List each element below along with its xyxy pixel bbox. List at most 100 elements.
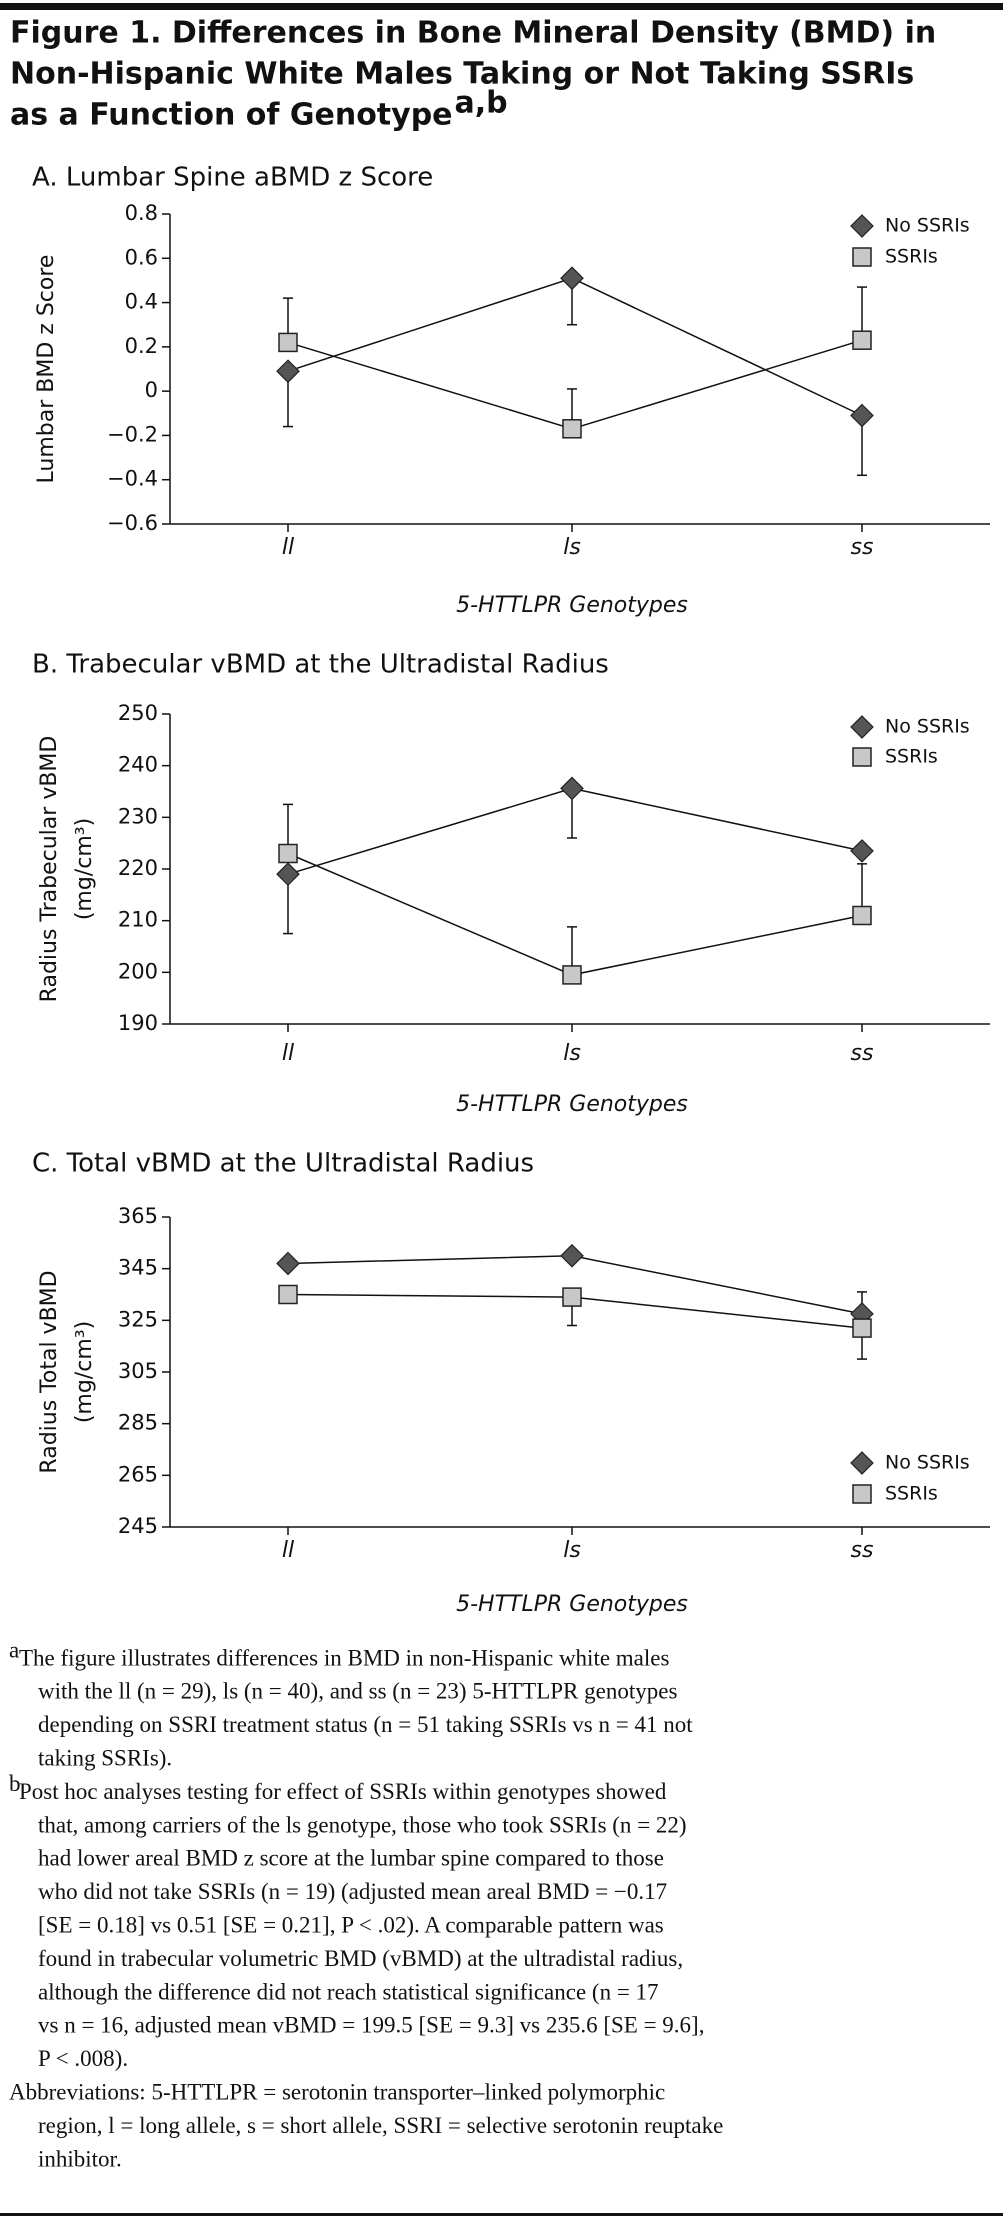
diamond-marker bbox=[560, 1243, 584, 1268]
y-tick-label: −0.4 bbox=[107, 467, 158, 491]
footnote-line: Abbreviations: 5-HTTLPR = serotonin tran… bbox=[9, 2079, 665, 2104]
footnote-line: taking SSRIs). bbox=[38, 1745, 172, 1770]
legend-label: No SSRIs bbox=[885, 716, 970, 738]
diamond-marker bbox=[850, 403, 874, 428]
y-tick-label: −0.6 bbox=[107, 511, 158, 535]
top-rule bbox=[0, 3, 1003, 10]
square-marker bbox=[852, 747, 872, 767]
square-marker bbox=[562, 419, 582, 439]
footnote-line: although the difference did not reach st… bbox=[38, 1979, 659, 2004]
square-marker bbox=[562, 965, 582, 985]
series-line bbox=[287, 852, 863, 976]
square-marker bbox=[852, 330, 872, 350]
x-tick-label: ll bbox=[282, 535, 294, 560]
square-marker bbox=[852, 247, 872, 267]
y-tick-label: 285 bbox=[118, 1411, 158, 1435]
legend-label: No SSRIs bbox=[885, 1452, 970, 1474]
y-tick-label: 240 bbox=[118, 753, 158, 777]
y-tick-label: 250 bbox=[118, 701, 158, 725]
diamond-marker bbox=[850, 1451, 874, 1475]
y-tick-label: 190 bbox=[118, 1011, 158, 1035]
diamond-marker bbox=[276, 1251, 300, 1276]
y-tick-label: −0.2 bbox=[107, 422, 158, 446]
footnote-line: P < .008). bbox=[38, 2046, 128, 2071]
diamond-marker bbox=[850, 839, 874, 863]
x-axis-label: 5-HTTLPR Genotypes bbox=[456, 1592, 688, 1617]
footnote-line: with the ll (n = 29), ls (n = 40), and s… bbox=[38, 1679, 677, 1704]
y-tick-label: 0 bbox=[145, 378, 158, 402]
footnote-line: inhibitor. bbox=[38, 2146, 122, 2171]
legend-label: SSRIs bbox=[885, 746, 938, 768]
footnote-marker: b bbox=[9, 1771, 21, 1796]
x-axis-label: 5-HTTLPR Genotypes bbox=[456, 1092, 688, 1117]
chart-title: A. Lumbar Spine aBMD z Score bbox=[32, 163, 433, 193]
x-tick-label: ss bbox=[851, 535, 874, 560]
y-tick-label: 0.8 bbox=[125, 201, 158, 225]
diamond-marker bbox=[850, 715, 874, 739]
y-axis-label: (mg/cm³) bbox=[72, 1321, 97, 1423]
title-superscript: a,b bbox=[455, 86, 508, 121]
square-marker bbox=[562, 1287, 582, 1307]
series-line bbox=[287, 277, 863, 417]
y-axis-label: (mg/cm³) bbox=[72, 818, 97, 920]
square-marker bbox=[278, 332, 298, 353]
y-tick-label: 325 bbox=[118, 1307, 158, 1331]
x-tick-label: ll bbox=[282, 1041, 294, 1066]
chart-title-line: Non-Hispanic White Males Taking or Not T… bbox=[10, 57, 914, 92]
square-marker bbox=[278, 1284, 298, 1305]
chart-title-line: Figure 1. Differences in Bone Mineral De… bbox=[10, 16, 936, 51]
diamond-marker bbox=[276, 359, 300, 384]
y-tick-label: 220 bbox=[118, 856, 158, 880]
y-tick-label: 0.4 bbox=[125, 290, 158, 314]
square-marker bbox=[852, 1484, 872, 1504]
footnote-line: region, l = long allele, s = short allel… bbox=[38, 2113, 723, 2138]
legend-label: SSRIs bbox=[885, 246, 938, 268]
footnote-line: had lower areal BMD z score at the lumba… bbox=[38, 1846, 664, 1871]
x-tick-label: ls bbox=[563, 1041, 581, 1066]
diamond-marker bbox=[560, 266, 584, 291]
footnote-line: depending on SSRI treatment status (n = … bbox=[38, 1712, 693, 1737]
legend-label: No SSRIs bbox=[885, 215, 970, 237]
y-tick-label: 0.2 bbox=[125, 334, 158, 358]
bottom-rule bbox=[0, 2213, 1003, 2216]
diamond-marker bbox=[276, 862, 300, 887]
x-axis-label: 5-HTTLPR Genotypes bbox=[456, 593, 688, 618]
y-axis-label: Radius Total vBMD bbox=[37, 1270, 62, 1473]
x-tick-label: ss bbox=[851, 1041, 874, 1066]
chart-title: C. Total vBMD at the Ultradistal Radius bbox=[32, 1149, 534, 1179]
x-tick-label: ll bbox=[282, 1538, 294, 1563]
footnote-line: who did not take SSRIs (n = 19) (adjuste… bbox=[38, 1879, 667, 1904]
y-tick-label: 265 bbox=[118, 1462, 158, 1486]
legend-label: SSRIs bbox=[885, 1483, 938, 1505]
square-marker bbox=[852, 905, 872, 926]
y-tick-label: 230 bbox=[118, 804, 158, 828]
footnote-line: The figure illustrates differences in BM… bbox=[19, 1645, 669, 1670]
y-tick-label: 245 bbox=[118, 1514, 158, 1538]
footnote-line: vs n = 16, adjusted mean vBMD = 199.5 [S… bbox=[38, 2013, 704, 2038]
chart-title-line: as a Function of Genotype bbox=[10, 98, 453, 133]
series-line bbox=[287, 787, 863, 875]
x-tick-label: ss bbox=[851, 1538, 874, 1563]
y-tick-label: 0.6 bbox=[125, 245, 158, 269]
footnote-line: Post hoc analyses testing for effect of … bbox=[19, 1779, 667, 1804]
footnote-marker: a bbox=[9, 1637, 19, 1662]
y-tick-label: 345 bbox=[118, 1256, 158, 1280]
footnote-line: found in trabecular volumetric BMD (vBMD… bbox=[38, 1946, 683, 1971]
footnote-line: [SE = 0.18] vs 0.51 [SE = 0.21], P < .02… bbox=[38, 1912, 664, 1937]
y-axis-label: Lumbar BMD z Score bbox=[34, 255, 59, 484]
square-marker bbox=[852, 1318, 872, 1338]
series-line bbox=[287, 339, 863, 430]
x-tick-label: ls bbox=[563, 535, 581, 560]
y-tick-label: 305 bbox=[118, 1359, 158, 1383]
y-tick-label: 365 bbox=[118, 1204, 158, 1228]
diamond-marker bbox=[560, 776, 584, 801]
diamond-marker bbox=[850, 214, 874, 238]
square-marker bbox=[278, 843, 298, 864]
y-tick-label: 200 bbox=[118, 959, 158, 983]
x-tick-label: ls bbox=[563, 1538, 581, 1563]
footnote-line: that, among carriers of the ls genotype,… bbox=[38, 1812, 687, 1837]
y-tick-label: 210 bbox=[118, 908, 158, 932]
y-axis-label: Radius Trabecular vBMD bbox=[37, 736, 62, 1003]
chart-title: B. Trabecular vBMD at the Ultradistal Ra… bbox=[32, 650, 609, 680]
